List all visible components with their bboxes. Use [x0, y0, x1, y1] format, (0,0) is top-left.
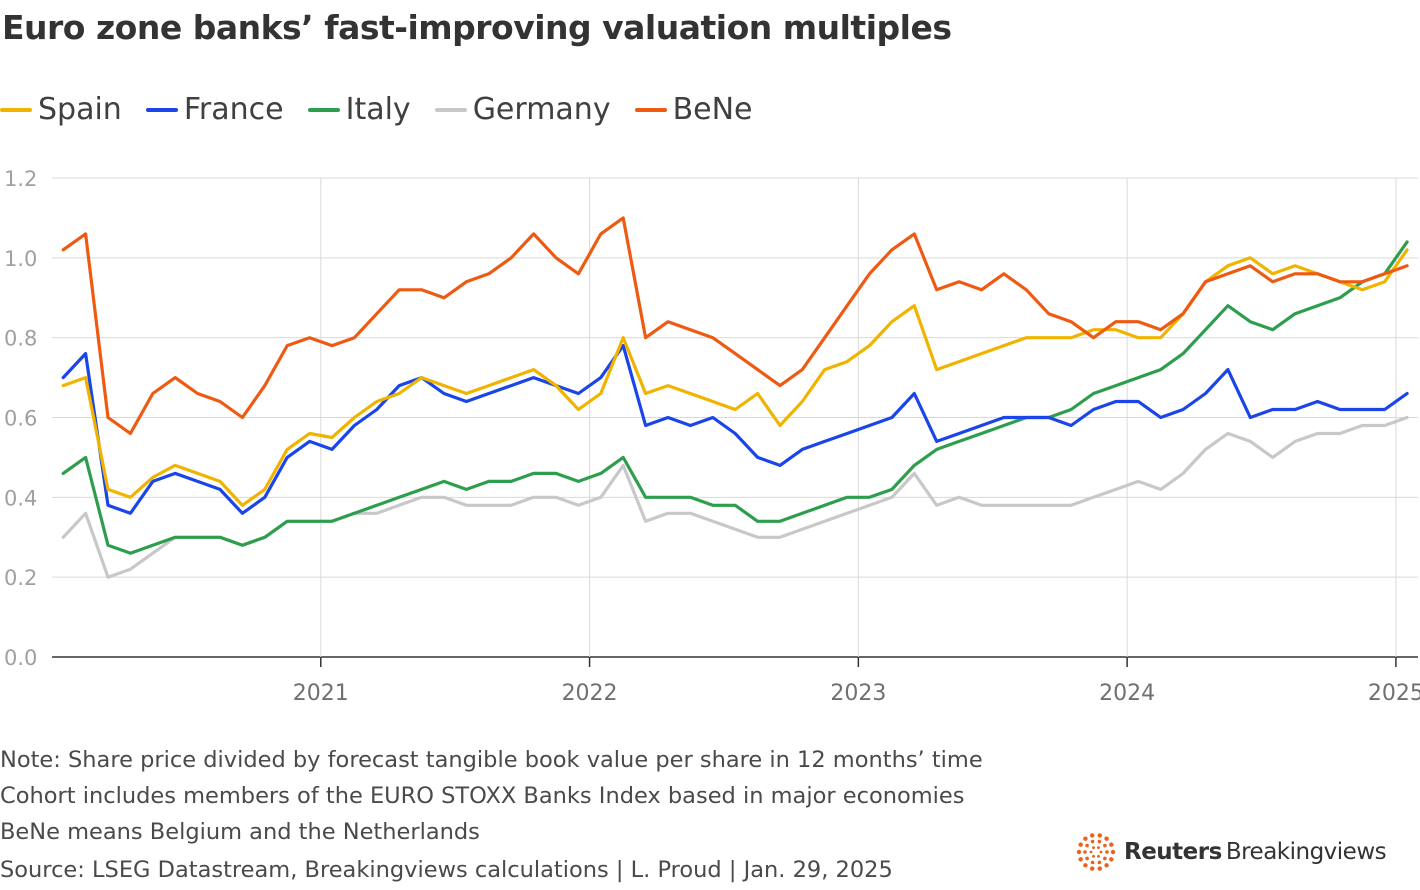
- logo-dot: [1092, 854, 1095, 858]
- logo-dot: [1097, 854, 1100, 858]
- logo-dot: [1076, 849, 1082, 855]
- series-line-bene: [61, 216, 1409, 436]
- legend-item-france: France: [145, 92, 284, 127]
- note-line-3: BeNe means Belgium and the Netherlands: [0, 819, 480, 845]
- reuters-logo-icon: [1076, 833, 1116, 871]
- line-chart: 0.0 0.2 0.4 0.6 0.8 1.0 1.2 2021 2022 2023 2024 202…: [4, 167, 1420, 706]
- chart-title: Euro zone banks’ fast-improving valuatio…: [2, 8, 952, 47]
- x-tick-label: 2023: [830, 681, 886, 706]
- source-line: Source: LSEG Datastream, Breakingviews c…: [0, 857, 893, 883]
- legend-swatch-bene: [634, 107, 667, 112]
- logo-dot: [1097, 860, 1102, 865]
- legend-swatch-italy: [307, 107, 340, 112]
- y-tick-label: 1.2: [4, 167, 37, 191]
- x-tick-label: 2022: [562, 681, 618, 706]
- y-tick-label: 0.4: [4, 486, 37, 510]
- logo-dot: [1092, 846, 1095, 850]
- series-line-italy: [61, 240, 1409, 555]
- brand-name-bold: Reuters: [1124, 839, 1222, 865]
- legend-item-bene: BeNe: [634, 92, 753, 127]
- logo-dot: [1097, 846, 1100, 850]
- logo-dot: [1097, 839, 1102, 844]
- series-line-france: [61, 344, 1409, 515]
- legend-label-germany: Germany: [472, 92, 611, 127]
- logo-dot: [1078, 857, 1083, 862]
- logo-dot: [1085, 856, 1089, 861]
- logo-dot: [1083, 836, 1088, 841]
- logo-dot: [1097, 866, 1102, 871]
- legend-swatch-germany: [434, 107, 467, 112]
- logo-dot: [1104, 863, 1109, 868]
- legend-label-france: France: [183, 92, 284, 127]
- logo-dot: [1083, 850, 1087, 854]
- logo-dot: [1104, 836, 1109, 841]
- chart-notes: Note: Share price divided by forecast ta…: [0, 742, 983, 850]
- x-tick-label: 2024: [1099, 681, 1155, 706]
- logo-dot: [1083, 863, 1088, 868]
- brand-name-light: Breakingviews: [1225, 839, 1387, 865]
- series-line-spain: [61, 248, 1409, 507]
- note-line-2: Cohort includes members of the EURO STOX…: [0, 783, 965, 809]
- legend-label-spain: Spain: [38, 92, 122, 127]
- logo-dot: [1078, 842, 1083, 847]
- x-tick-label: 2021: [293, 681, 349, 706]
- logo-dot: [1110, 849, 1116, 855]
- brand-logo: Reuters Breakingviews: [1076, 832, 1387, 872]
- x-tick-label: 2025: [1368, 681, 1420, 706]
- logo-dot: [1090, 839, 1095, 844]
- legend-item-germany: Germany: [434, 92, 611, 127]
- logo-dot: [1109, 842, 1114, 847]
- logo-dot: [1105, 850, 1109, 854]
- legend-swatch-france: [145, 107, 178, 112]
- legend-item-spain: Spain: [0, 92, 122, 127]
- legend-label-bene: BeNe: [672, 92, 753, 127]
- logo-dot: [1109, 857, 1114, 862]
- note-line-1: Note: Share price divided by forecast ta…: [0, 747, 983, 773]
- logo-dot: [1103, 843, 1107, 848]
- y-tick-label: 0.2: [4, 566, 37, 590]
- logo-dot: [1090, 860, 1095, 865]
- y-tick-label: 0.6: [4, 407, 37, 431]
- logo-dot: [1089, 850, 1093, 854]
- logo-dot: [1103, 856, 1107, 861]
- legend-swatch-spain: [0, 107, 32, 112]
- legend-label-italy: Italy: [345, 92, 411, 127]
- y-tick-label: 0.0: [4, 646, 37, 670]
- y-tick-label: 0.8: [4, 327, 37, 351]
- legend: Spain France Italy Germany BeNe: [0, 92, 777, 127]
- y-tick-label: 1.0: [4, 247, 37, 271]
- logo-dot: [1090, 833, 1095, 838]
- legend-item-italy: Italy: [307, 92, 411, 127]
- logo-dot: [1099, 850, 1103, 854]
- logo-dot: [1097, 833, 1102, 838]
- logo-dot: [1085, 843, 1089, 848]
- logo-dot: [1090, 866, 1095, 871]
